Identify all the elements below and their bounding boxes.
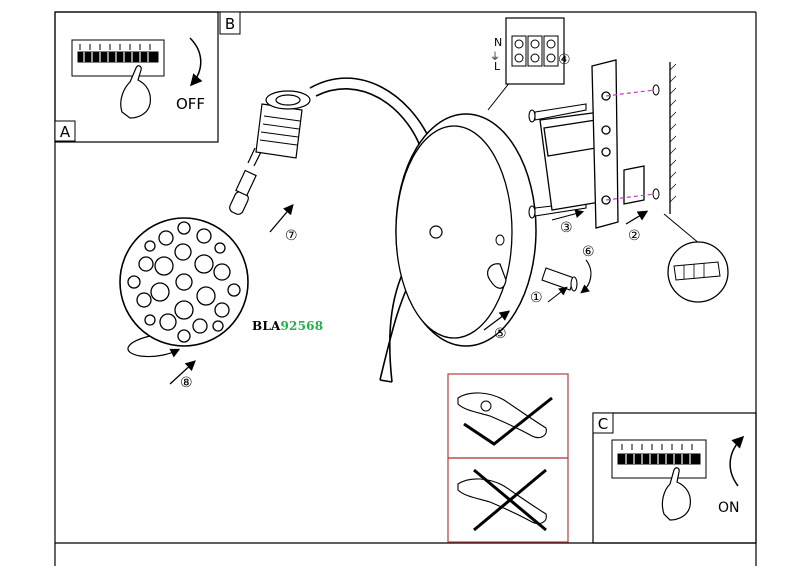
panel-letter-b: B	[225, 15, 235, 33]
step-labels: ① ② ③ ④ ⑤ ⑥ ⑦ ⑧	[180, 52, 641, 391]
mounting-bracket	[539, 59, 649, 229]
twist-arrow-icon	[127, 335, 181, 358]
screw-top	[528, 103, 587, 123]
hand-icon-on	[661, 467, 691, 521]
panel-breaker-on: C ON	[592, 412, 757, 544]
terminal-block-callout: N L ⏚	[487, 17, 565, 111]
breaker-strip-off	[71, 39, 165, 77]
wall	[605, 62, 677, 214]
step-4: ④	[558, 52, 571, 68]
step-2: ②	[628, 228, 641, 244]
cross-mark-icon	[473, 468, 547, 532]
step-7: ⑦	[285, 228, 298, 244]
warning-panel	[447, 373, 569, 543]
on-label: ON	[718, 500, 740, 516]
step-5: ⑤	[494, 326, 507, 342]
drill-guide-top	[605, 89, 655, 97]
line-label: L	[494, 60, 501, 73]
wall-plug-magnifier	[663, 213, 729, 303]
lamp-holder	[255, 90, 311, 233]
panel-breaker-off: B A OFF	[54, 11, 241, 143]
neutral-label: N	[494, 36, 502, 49]
panel-letter-c: C	[598, 415, 608, 433]
step-8: ⑧	[180, 375, 193, 391]
ground-icon: ⏚	[490, 51, 500, 63]
hand-icon	[120, 65, 151, 119]
hand-touch-icon	[457, 392, 547, 439]
rotate-arrow-up-icon	[729, 435, 745, 487]
off-label: OFF	[176, 95, 205, 113]
step-1: ①	[530, 290, 543, 306]
panel-letter-a: A	[60, 123, 71, 141]
rotate-arrow-icon	[189, 37, 203, 87]
breaker-strip-on	[611, 439, 707, 479]
crystal-globe-shade	[119, 217, 249, 385]
product-code-prefix: BLA	[252, 319, 281, 333]
step-6: ⑥	[582, 244, 595, 260]
drill-guide-bottom	[605, 193, 655, 201]
hand-touch-icon-2	[457, 478, 547, 525]
canopy-plate	[395, 113, 537, 347]
check-mark-icon	[463, 396, 553, 446]
product-code: BLA92568	[252, 319, 323, 333]
screw-small	[541, 267, 578, 292]
product-code-number: 92568	[280, 319, 324, 333]
g9-bulb	[229, 147, 263, 215]
step-3: ③	[560, 220, 573, 236]
